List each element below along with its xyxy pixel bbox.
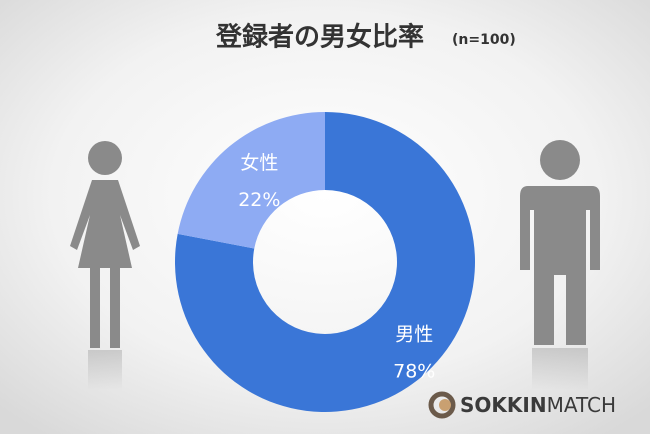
female-icon [70,141,140,390]
donut-slice [174,112,475,413]
logo-light: MATCH [547,393,616,417]
slice-value-label: 22% [238,189,280,211]
logo-text: SOKKINMATCH [460,393,616,417]
chart-title: 登録者の男女比率 [215,22,424,53]
chart-subtitle: (n=100) [452,32,516,48]
donut: 男性 78% 女性 22% [174,112,475,413]
logo-bold: SOKKIN [460,393,547,417]
donut-slice [177,112,325,249]
logo: SOKKINMATCH [428,391,616,419]
male-icon [520,140,600,390]
slice-value-label: 78% [393,360,435,382]
slice-label: 女性 [240,152,278,174]
slice-label: 男性 [395,323,433,345]
